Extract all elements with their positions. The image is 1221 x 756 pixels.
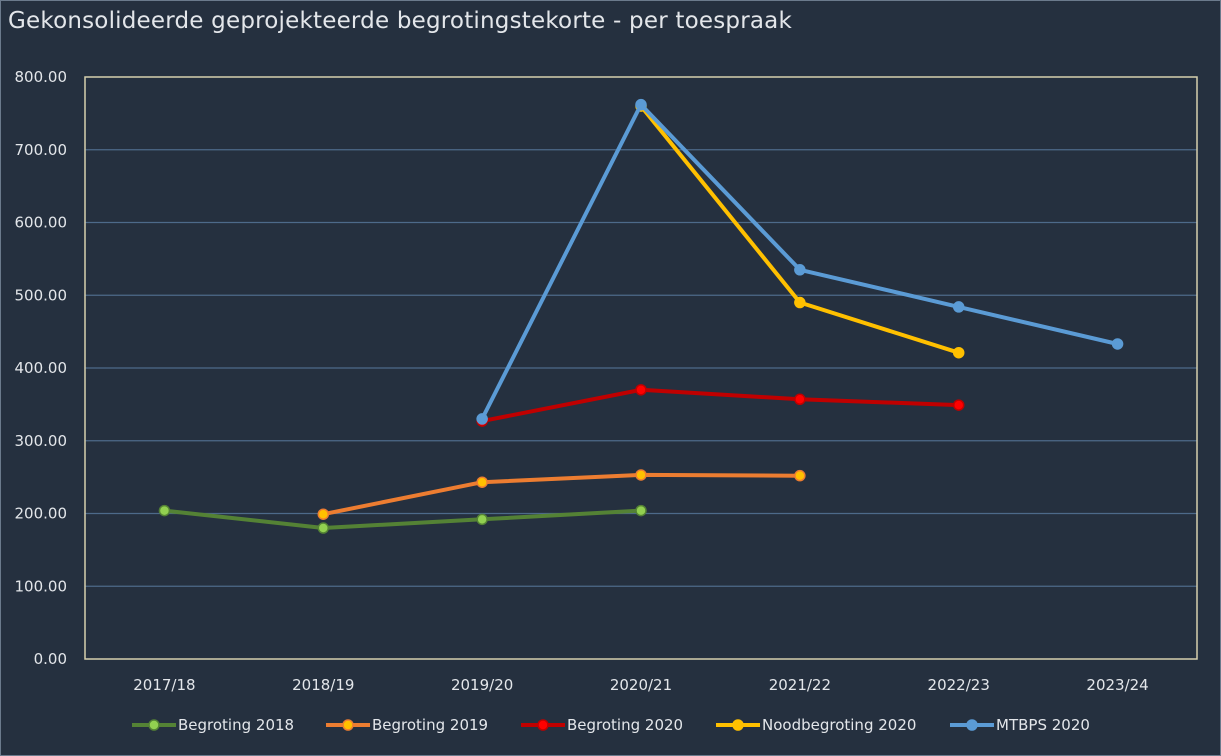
data-point — [1111, 338, 1124, 350]
series-line — [480, 387, 961, 424]
series-begroting-2020 — [476, 384, 965, 427]
data-point — [158, 504, 171, 517]
data-point — [635, 469, 647, 481]
series-begroting-2018 — [158, 504, 647, 534]
x-tick-label: 2022/23 — [928, 676, 990, 694]
data-point — [476, 476, 488, 488]
series-line — [639, 104, 961, 355]
legend-item: Noodbegroting 2020 — [716, 716, 916, 734]
data-point — [476, 513, 488, 526]
legend: Begroting 2018 Begroting 2019 Begroting 20… — [132, 716, 1090, 734]
y-tick-label: 400.00 — [15, 359, 68, 377]
x-tick-label: 2021/22 — [769, 676, 831, 694]
y-tick-label: 100.00 — [15, 577, 68, 595]
y-tick-label: 600.00 — [15, 214, 68, 232]
x-tick-label: 2020/21 — [610, 676, 672, 694]
data-point — [317, 522, 330, 534]
legend-item: Begroting 2020 — [521, 716, 683, 734]
data-point — [794, 469, 806, 482]
data-point — [476, 413, 488, 425]
legend-swatch-marker — [342, 719, 354, 731]
legend-item: MTBPS 2020 — [950, 716, 1090, 734]
legend-swatch-marker — [148, 719, 160, 731]
data-point — [952, 399, 965, 411]
series-line — [480, 102, 1120, 421]
y-tick-label: 700.00 — [15, 141, 68, 159]
legend-swatch-marker — [732, 719, 744, 731]
data-point — [635, 98, 647, 111]
legend-label: MTBPS 2020 — [996, 716, 1090, 734]
y-tick-label: 500.00 — [15, 286, 68, 304]
legend-swatch-marker — [537, 719, 549, 731]
legend-item: Begroting 2019 — [326, 716, 488, 734]
y-tick-label: 800.00 — [15, 68, 68, 86]
y-axis-ticks: 0.00 100.00 200.00 300.00 400.00 500.00 600.00… — [15, 68, 68, 668]
x-axis-ticks: 2017/18 2018/19 2019/20 2020/21 2021/22 2022/… — [133, 676, 1148, 694]
legend-item: Begroting 2018 — [132, 716, 294, 734]
y-tick-label: 200.00 — [15, 505, 68, 523]
data-point — [635, 504, 647, 517]
legend-label: Begroting 2018 — [178, 716, 294, 734]
legend-label: Begroting 2020 — [567, 716, 683, 734]
x-tick-label: 2023/24 — [1086, 676, 1148, 694]
data-point — [952, 301, 965, 313]
legend-label: Begroting 2019 — [372, 716, 488, 734]
data-point — [952, 346, 965, 359]
gridlines — [85, 149, 1197, 587]
plot-area-border — [84, 76, 1198, 660]
series-mtbps-2020 — [476, 98, 1124, 425]
legend-label: Noodbegroting 2020 — [762, 716, 916, 734]
series-noodbegroting-2020 — [635, 100, 965, 359]
data-point — [635, 384, 647, 396]
data-point — [794, 393, 806, 406]
data-point — [794, 264, 806, 276]
y-tick-label: 0.00 — [34, 650, 67, 668]
x-tick-label: 2018/19 — [292, 676, 354, 694]
data-point — [794, 296, 806, 309]
y-tick-label: 300.00 — [15, 432, 68, 450]
data-point — [317, 508, 330, 520]
series-begroting-2019 — [317, 469, 806, 520]
chart-title: Gekonsolideerde geprojekteerde begroting… — [8, 8, 792, 34]
series-line — [321, 472, 802, 517]
series-line — [162, 508, 643, 530]
legend-swatch-marker — [966, 719, 978, 731]
series-lines — [158, 98, 1124, 534]
x-tick-label: 2019/20 — [451, 676, 513, 694]
x-tick-label: 2017/18 — [133, 676, 195, 694]
